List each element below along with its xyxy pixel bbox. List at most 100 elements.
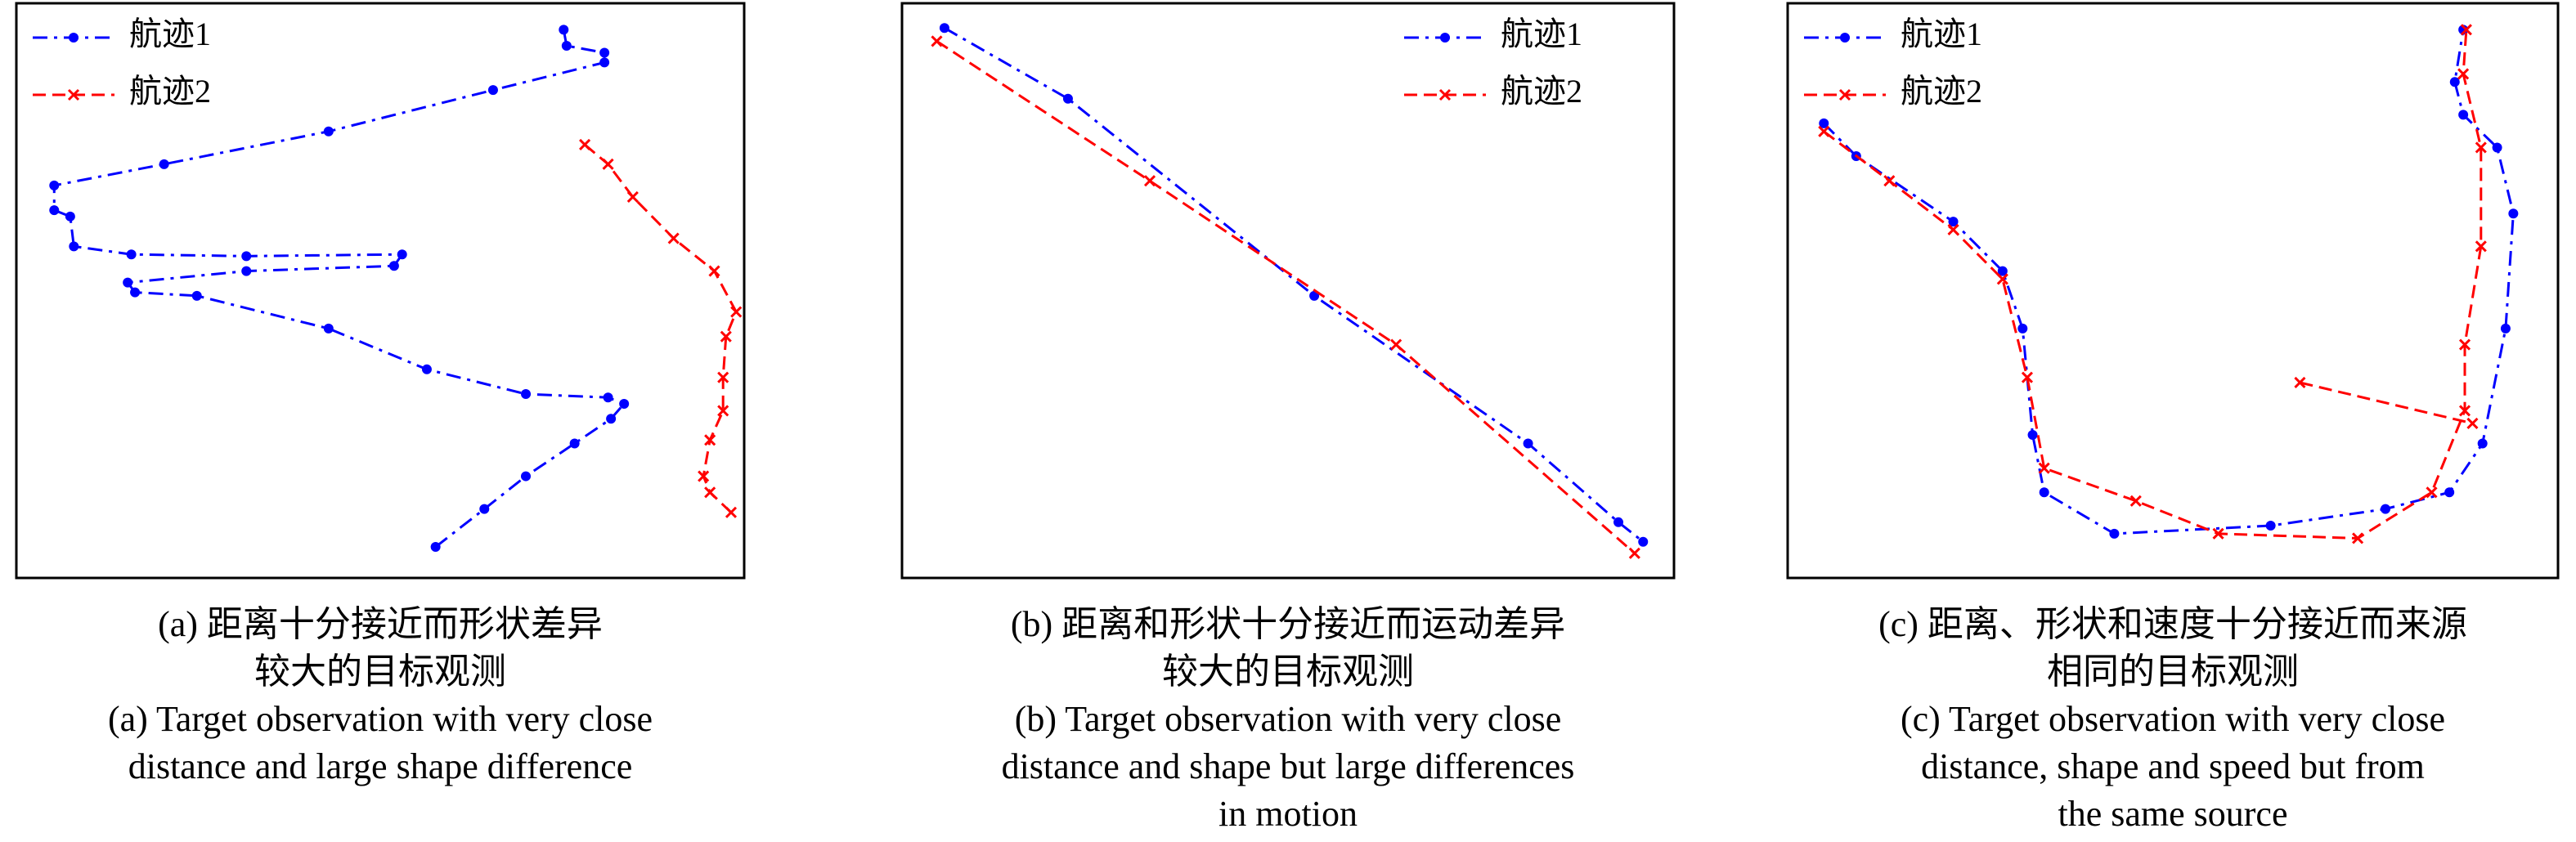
marker — [2492, 142, 2502, 153]
track-line — [936, 40, 1636, 554]
marker — [1143, 175, 1156, 187]
marker — [65, 211, 75, 222]
legend-label: 航迹2 — [1901, 73, 1982, 110]
marker — [2294, 376, 2306, 389]
caption-line: distance and shape but large differences — [1002, 746, 1575, 786]
marker — [479, 504, 490, 514]
marker — [2444, 487, 2455, 498]
plot-frame — [1786, 2, 2560, 580]
marker — [130, 287, 141, 298]
marker — [1883, 175, 1896, 187]
marker — [2457, 68, 2470, 80]
marker — [430, 542, 441, 553]
marker — [1948, 217, 1959, 227]
marker — [49, 180, 60, 190]
marker — [2109, 528, 2120, 539]
marker — [569, 438, 580, 449]
marker — [2477, 438, 2488, 449]
marker — [67, 88, 80, 101]
legend-label: 航迹2 — [1501, 73, 1582, 110]
marker — [323, 126, 334, 137]
caption-line: 较大的目标观测 — [254, 652, 506, 692]
marker — [2380, 504, 2390, 514]
marker — [2475, 141, 2487, 154]
marker — [521, 389, 531, 400]
caption-line: (a) Target observation with very close — [108, 699, 653, 739]
marker — [939, 23, 949, 34]
marker — [2038, 462, 2050, 474]
legend-label: 航迹1 — [1901, 16, 1982, 52]
marker — [521, 471, 531, 481]
marker — [579, 138, 591, 150]
marker — [2458, 110, 2469, 120]
marker — [1613, 517, 1624, 527]
marker — [1947, 223, 1959, 236]
marker — [931, 35, 943, 47]
legend-label: 航迹2 — [129, 73, 211, 110]
caption-line: (a) 距离十分接近而形状差异 — [158, 604, 603, 644]
marker — [725, 506, 738, 518]
plot-frame — [15, 2, 746, 580]
marker — [191, 290, 202, 301]
marker — [602, 158, 614, 170]
marker — [123, 277, 133, 288]
marker — [2027, 429, 2038, 440]
marker — [2458, 338, 2471, 351]
marker — [704, 434, 716, 446]
caption-line: in motion — [1218, 794, 1358, 834]
marker — [1390, 338, 1402, 351]
marker — [2460, 24, 2472, 36]
marker — [559, 25, 569, 35]
marker — [1062, 93, 1073, 104]
marker — [2475, 240, 2487, 253]
marker — [599, 57, 610, 68]
marker — [1819, 118, 1829, 128]
marker — [159, 159, 169, 169]
marker — [397, 249, 407, 260]
marker — [487, 85, 498, 96]
marker — [2265, 521, 2276, 531]
marker — [2129, 495, 2142, 507]
legend-label: 航迹1 — [129, 16, 211, 52]
caption-line: distance, shape and speed but from — [1921, 746, 2425, 786]
caption-line: 较大的目标观测 — [1162, 652, 1414, 692]
marker — [241, 266, 252, 276]
marker — [2039, 487, 2049, 498]
marker — [1996, 273, 2008, 285]
marker — [323, 323, 334, 334]
caption-line: 相同的目标观测 — [2047, 652, 2299, 692]
marker — [708, 265, 720, 277]
marker — [1818, 125, 1830, 137]
marker — [704, 486, 716, 499]
marker — [1997, 266, 2008, 276]
marker — [241, 251, 252, 262]
marker — [1840, 33, 1850, 43]
caption-line: (c) Target observation with very close — [1901, 699, 2445, 739]
caption-line: (b) 距离和形状十分接近而运动差异 — [1011, 604, 1565, 644]
legend-label: 航迹1 — [1501, 16, 1582, 52]
marker — [599, 47, 610, 58]
caption-line: (b) Target observation with very close — [1015, 699, 1562, 739]
marker — [2449, 77, 2460, 87]
marker — [619, 398, 630, 409]
marker — [717, 371, 729, 383]
marker — [626, 190, 639, 203]
marker — [667, 232, 680, 244]
marker — [698, 470, 710, 482]
marker — [421, 364, 432, 374]
marker — [126, 249, 137, 260]
marker — [49, 205, 60, 216]
marker — [2466, 417, 2479, 429]
marker — [2352, 532, 2364, 544]
marker — [603, 392, 613, 403]
marker — [2458, 405, 2471, 417]
marker — [606, 414, 617, 424]
marker — [2212, 527, 2224, 540]
track-line — [1823, 29, 2515, 535]
marker — [1438, 88, 1452, 101]
marker — [69, 241, 79, 252]
marker — [2021, 371, 2034, 383]
